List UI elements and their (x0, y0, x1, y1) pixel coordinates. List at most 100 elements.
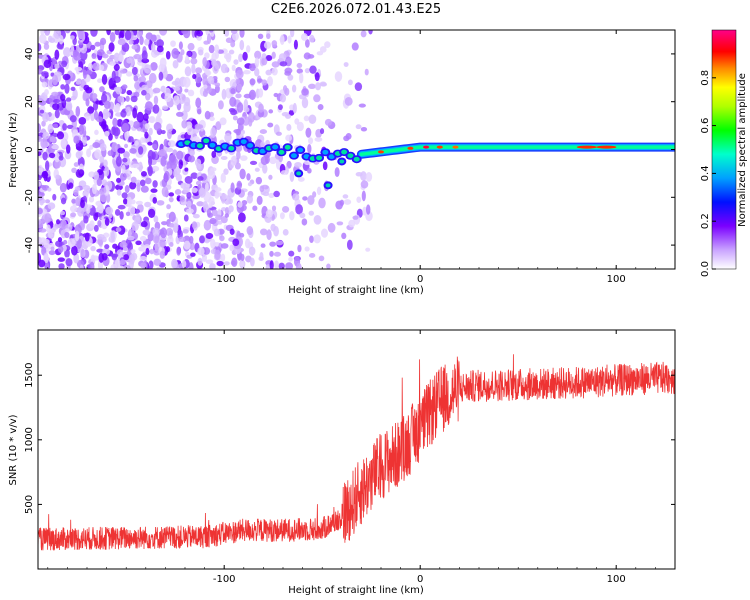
noise-blob (116, 189, 122, 196)
noise-blob (220, 172, 226, 183)
noise-blob (262, 164, 268, 174)
noise-blob (62, 73, 71, 81)
noise-blob (271, 51, 276, 59)
noise-blob (263, 41, 272, 49)
noise-blob (189, 150, 195, 156)
noise-blob (273, 190, 280, 198)
noise-blob (41, 71, 49, 77)
noise-blob (212, 62, 220, 74)
noise-blob (180, 49, 185, 56)
noise-blob (73, 51, 81, 61)
noise-blob (195, 180, 202, 186)
noise-blob (67, 238, 76, 248)
noise-blob (269, 241, 277, 247)
noise-blob (223, 261, 230, 266)
noise-blob (181, 119, 188, 129)
noise-blob (259, 228, 268, 236)
noise-blob (196, 201, 204, 207)
noise-blob (288, 257, 293, 262)
noise-blob (92, 62, 100, 71)
noise-blob (151, 42, 156, 53)
noise-blob (232, 238, 240, 247)
noise-blob (60, 84, 66, 90)
noise-blob (355, 124, 362, 130)
noise-blob (68, 182, 74, 189)
noise-blob (259, 251, 264, 261)
noise-blob (144, 131, 149, 139)
noise-blob (230, 30, 238, 34)
noise-blob (228, 205, 234, 213)
noise-blob (196, 164, 202, 170)
noise-blob (102, 179, 108, 187)
noise-blob (153, 215, 159, 223)
ridge-hotspot (452, 145, 459, 149)
noise-blob (74, 66, 83, 72)
noise-blob (260, 243, 266, 248)
noise-blob (65, 30, 71, 34)
noise-blob (97, 220, 102, 227)
noise-blob (98, 64, 105, 71)
noise-blob (255, 176, 263, 185)
ridge-blob-core (290, 153, 297, 159)
noise-blob (235, 93, 242, 99)
noise-blob (92, 141, 101, 149)
noise-blob (224, 30, 230, 37)
noise-blob (103, 185, 110, 196)
noise-blob (180, 182, 187, 189)
noise-blob (211, 209, 219, 217)
noise-blob (143, 244, 151, 250)
noise-blob (220, 243, 229, 249)
noise-blob (202, 247, 211, 255)
noise-blob (271, 67, 278, 76)
noise-blob (182, 158, 187, 168)
noise-blob (355, 171, 363, 177)
noise-blob (181, 259, 187, 269)
noise-blob (243, 98, 249, 110)
noise-blob (360, 127, 368, 132)
noise-blob (56, 42, 64, 50)
noise-blob (130, 249, 136, 254)
x-tick-label: -100 (213, 274, 236, 285)
noise-blob (241, 199, 248, 206)
noise-blob (148, 155, 153, 167)
noise-blob (104, 217, 110, 226)
noise-blob (110, 263, 118, 269)
noise-blob (309, 65, 317, 74)
noise-blob (46, 224, 51, 234)
noise-blob (314, 137, 323, 142)
noise-blob (48, 152, 56, 159)
noise-blob (126, 89, 133, 96)
noise-blob (178, 236, 186, 242)
noise-blob (73, 162, 80, 167)
noise-blob (131, 66, 138, 76)
noise-blob (301, 218, 308, 226)
noise-blob (85, 98, 90, 107)
noise-blob (80, 199, 85, 209)
noise-blob (171, 258, 178, 269)
noise-blob (190, 57, 198, 65)
noise-blob (182, 76, 191, 88)
noise-blob (58, 263, 65, 269)
noise-blob (134, 81, 141, 90)
noise-blob (275, 240, 284, 246)
ridge-blob-core (316, 155, 323, 161)
noise-blob (236, 83, 243, 92)
noise-blob (334, 71, 343, 82)
noise-blob (233, 59, 239, 65)
ridge-hotspot (407, 146, 414, 150)
noise-blob (41, 120, 46, 127)
noise-blob (155, 115, 161, 124)
noise-blob (269, 156, 277, 165)
noise-blob (63, 109, 71, 116)
noise-blob (117, 38, 126, 46)
y-tick-label: 40 (24, 48, 35, 61)
noise-blob (205, 232, 214, 240)
noise-blob (94, 129, 99, 136)
noise-blob (52, 193, 57, 201)
noise-blob (151, 165, 160, 172)
noise-blob (49, 136, 56, 143)
noise-blob (52, 123, 59, 129)
ridge-blob-core (341, 149, 348, 155)
noise-blob (112, 117, 118, 127)
noise-blob (175, 111, 184, 117)
